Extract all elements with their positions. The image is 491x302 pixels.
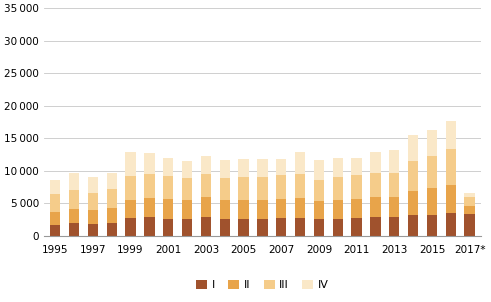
Bar [219,160,230,178]
Bar [107,207,117,223]
Bar [163,199,173,219]
Bar [107,173,117,189]
Bar [163,158,173,176]
Bar [314,219,324,236]
Bar [427,215,437,236]
Bar [370,152,381,172]
Bar [370,172,381,197]
Bar [464,197,475,206]
Bar [276,218,286,236]
Bar [276,159,286,175]
Bar [370,217,381,236]
Bar [427,130,437,156]
Bar [295,153,305,174]
Bar [427,188,437,215]
Bar [219,178,230,200]
Bar [50,194,60,211]
Bar [144,198,155,217]
Bar [69,223,79,236]
Legend: I, II, III, IV: I, II, III, IV [191,275,333,294]
Bar [88,193,98,210]
Bar [464,214,475,236]
Bar [163,176,173,199]
Bar [201,197,211,217]
Bar [352,175,362,198]
Bar [352,158,362,175]
Bar [219,200,230,219]
Bar [446,214,456,236]
Bar [370,197,381,217]
Bar [125,218,136,236]
Bar [389,150,400,172]
Bar [107,223,117,236]
Bar [201,174,211,197]
Bar [408,162,418,191]
Bar [295,174,305,198]
Bar [144,217,155,236]
Bar [144,153,155,174]
Bar [332,219,343,236]
Bar [182,178,192,200]
Bar [332,177,343,200]
Bar [125,153,136,176]
Bar [314,180,324,201]
Bar [352,218,362,236]
Bar [464,206,475,214]
Bar [144,174,155,198]
Bar [107,189,117,207]
Bar [257,219,268,236]
Bar [295,218,305,236]
Bar [239,219,249,236]
Bar [182,219,192,236]
Bar [50,224,60,236]
Bar [69,209,79,223]
Bar [408,135,418,162]
Bar [88,224,98,236]
Bar [332,158,343,177]
Bar [352,198,362,218]
Bar [163,219,173,236]
Bar [389,197,400,217]
Bar [201,156,211,174]
Bar [464,193,475,197]
Bar [182,200,192,219]
Bar [408,191,418,215]
Bar [125,200,136,218]
Bar [257,159,268,177]
Bar [408,215,418,236]
Bar [69,190,79,209]
Bar [446,185,456,214]
Bar [427,156,437,188]
Bar [182,161,192,178]
Bar [314,160,324,180]
Bar [88,177,98,193]
Bar [314,201,324,219]
Bar [239,159,249,177]
Bar [201,217,211,236]
Bar [219,219,230,236]
Bar [88,210,98,224]
Bar [389,217,400,236]
Bar [239,200,249,219]
Bar [389,172,400,197]
Bar [295,198,305,218]
Bar [332,200,343,219]
Bar [446,149,456,185]
Bar [446,121,456,149]
Bar [69,172,79,190]
Bar [239,177,249,200]
Bar [50,211,60,224]
Bar [257,177,268,200]
Bar [276,175,286,198]
Bar [276,198,286,218]
Bar [257,200,268,219]
Bar [50,180,60,194]
Bar [125,176,136,200]
